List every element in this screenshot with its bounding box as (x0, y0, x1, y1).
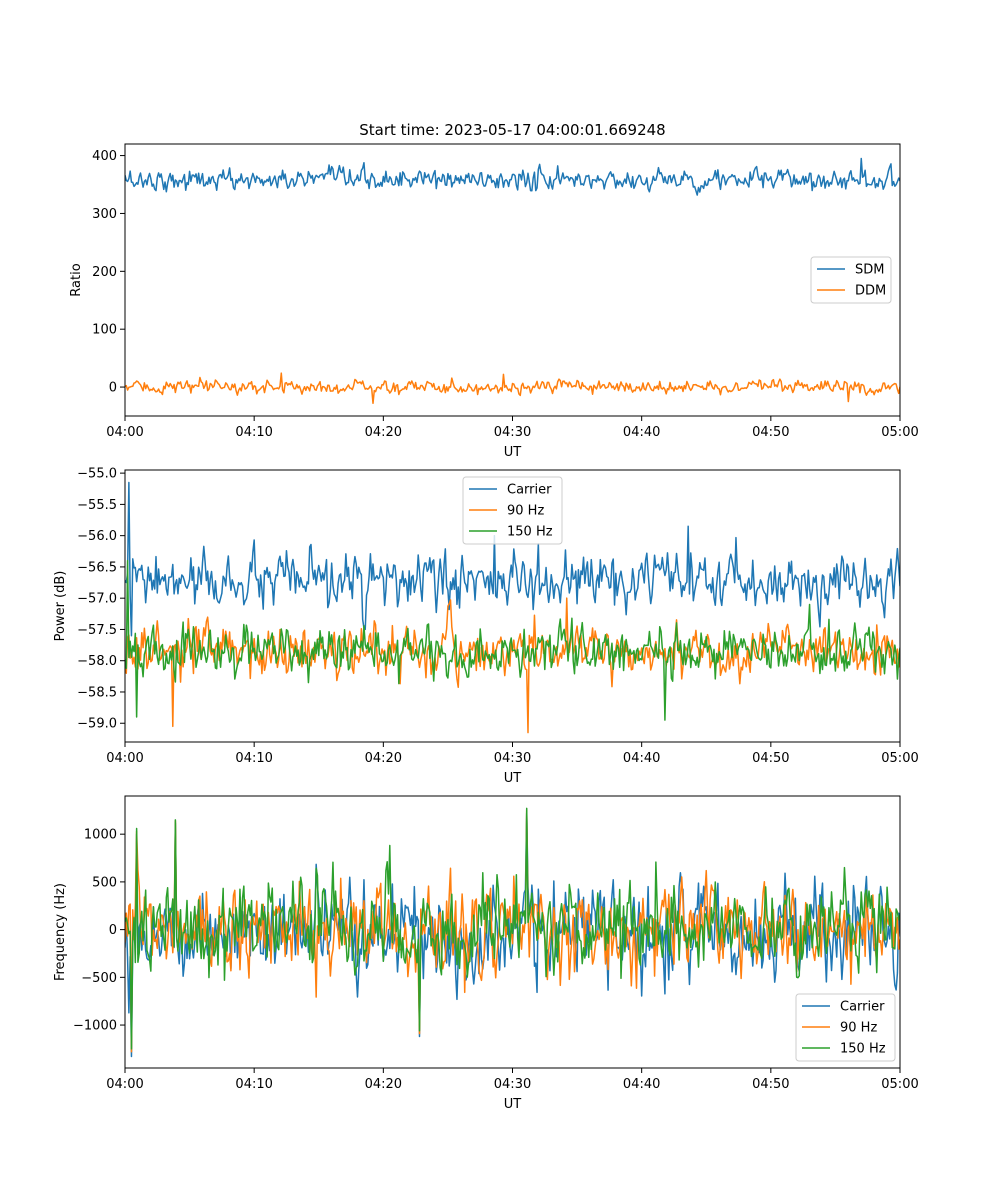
y-tick-label: −57.5 (77, 623, 117, 638)
x-tick-label: 04:20 (365, 425, 402, 440)
subplot-1: 04:00 04:10 04:20 04:30 04:40 04:50 05:00 0 100 2… (69, 121, 919, 460)
legend-box (462, 476, 563, 545)
x-axis-label: UT (504, 445, 522, 460)
x-tick-label: 04:10 (235, 1077, 272, 1092)
series-line-90-hz (125, 597, 900, 734)
chart-title: Start time: 2023-05-17 04:00:01.669248 (359, 121, 665, 139)
y-tick-label: 1000 (84, 828, 117, 843)
x-tick-label: 04:30 (494, 751, 531, 766)
y-tick-label: 0 (109, 923, 117, 938)
y-tick-label: 400 (92, 149, 117, 164)
x-tick-label: 04:50 (752, 1077, 789, 1092)
series-line-150-hz (125, 559, 900, 721)
x-tick-label: 04:20 (365, 751, 402, 766)
legend-label: 150 Hz (840, 1042, 886, 1057)
y-tick-label: 500 (92, 875, 117, 890)
y-tick-label: −56.0 (77, 529, 117, 544)
x-tick-label: 05:00 (881, 425, 918, 440)
x-tick-label: 05:00 (881, 1077, 918, 1092)
y-tick-label: −58.5 (77, 685, 117, 700)
subplot-2: 04:00 04:10 04:20 04:30 04:40 04:50 05:00 −59.0… (53, 467, 919, 786)
legend-label: 150 Hz (507, 525, 553, 540)
series-line-carrier (125, 481, 900, 637)
legend-box (795, 993, 896, 1062)
x-axis-label: UT (504, 1097, 522, 1112)
legend: Carrier 90 Hz 150 Hz (462, 476, 563, 545)
axes-frame (124, 143, 901, 417)
legend-label: Carrier (507, 483, 552, 498)
legend-label: 90 Hz (507, 504, 544, 519)
x-tick-label: 05:00 (881, 751, 918, 766)
x-tick-label: 04:40 (623, 751, 660, 766)
legend: SDM DDM (810, 256, 892, 304)
y-tick-label: 200 (92, 265, 117, 280)
legend-label: DDM (855, 284, 886, 299)
y-tick-label: −56.5 (77, 560, 117, 575)
y-tick-label: −58.0 (77, 654, 117, 669)
legend: Carrier 90 Hz 150 Hz (795, 993, 896, 1062)
x-tick-label: 04:30 (494, 425, 531, 440)
series-line-sdm (125, 157, 900, 196)
y-axis-label: Ratio (69, 263, 84, 296)
y-axis-label: Power (dB) (53, 571, 68, 642)
x-axis-label: UT (504, 771, 522, 786)
x-tick-label: 04:40 (623, 1077, 660, 1092)
legend-label: 90 Hz (840, 1021, 877, 1036)
y-axis-label: Frequency (Hz) (53, 883, 68, 981)
y-tick-label: 100 (92, 323, 117, 338)
x-tick-label: 04:00 (106, 425, 143, 440)
y-tick-label: 300 (92, 207, 117, 222)
subplot-3: 04:00 04:10 04:20 04:30 04:40 04:50 05:00 −1000… (53, 795, 919, 1112)
y-tick-label: −500 (81, 971, 117, 986)
y-tick-label: −55.0 (77, 467, 117, 482)
x-tick-label: 04:00 (106, 1077, 143, 1092)
x-tick-label: 04:20 (365, 1077, 402, 1092)
y-tick-label: −1000 (73, 1019, 117, 1034)
x-tick-label: 04:50 (752, 751, 789, 766)
x-tick-label: 04:40 (623, 425, 660, 440)
y-tick-label: −59.0 (77, 717, 117, 732)
y-tick-label: −55.5 (77, 498, 117, 513)
series-line-150-hz (125, 807, 900, 1050)
y-tick-label: 0 (109, 381, 117, 396)
y-tick-label: −57.0 (77, 592, 117, 607)
x-tick-label: 04:10 (235, 425, 272, 440)
x-tick-label: 04:10 (235, 751, 272, 766)
legend-label: SDM (855, 263, 884, 278)
x-tick-label: 04:00 (106, 751, 143, 766)
legend-label: Carrier (840, 1000, 885, 1015)
x-tick-label: 04:50 (752, 425, 789, 440)
x-tick-label: 04:30 (494, 1077, 531, 1092)
series-line-ddm (125, 372, 900, 405)
